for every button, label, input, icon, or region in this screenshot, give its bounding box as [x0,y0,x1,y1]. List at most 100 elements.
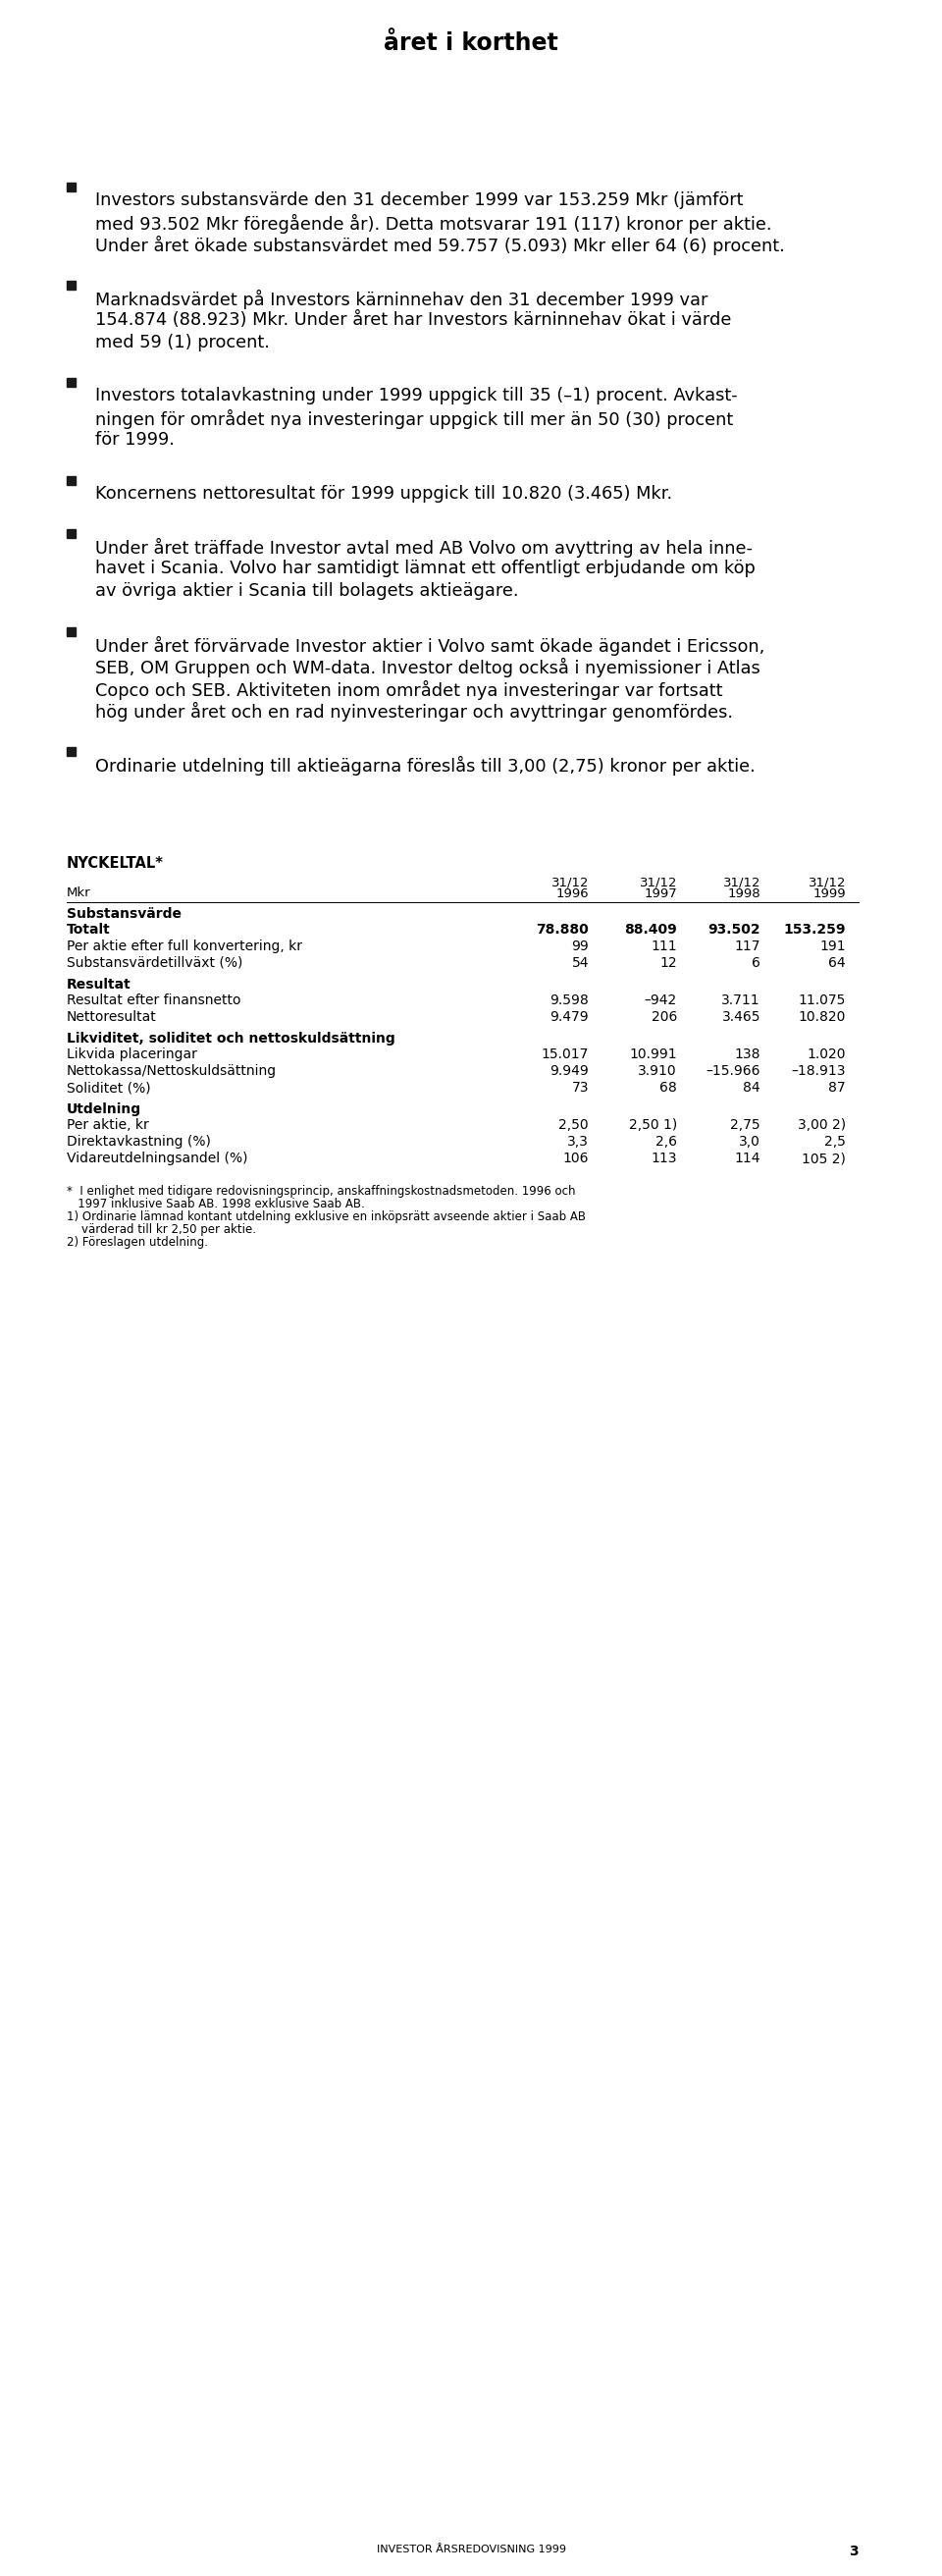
Text: 73: 73 [572,1082,589,1095]
Text: Substansvärde: Substansvärde [67,907,182,920]
Text: 105 2): 105 2) [802,1151,846,1164]
Text: 3.465: 3.465 [722,1010,760,1023]
Text: 153.259: 153.259 [784,922,846,938]
Bar [67,531,75,538]
Text: Vidareutdelningsandel (%): Vidareutdelningsandel (%) [67,1151,248,1164]
Text: 2,75: 2,75 [730,1118,760,1131]
Text: 2,50: 2,50 [559,1118,589,1131]
Text: 31/12: 31/12 [808,876,846,889]
Text: Marknadsvärdet på Investors kärninnehav den 31 december 1999 var: Marknadsvärdet på Investors kärninnehav … [95,289,707,309]
Text: 31/12: 31/12 [640,876,677,889]
Text: med 59 (1) procent.: med 59 (1) procent. [95,332,269,350]
Text: 11.075: 11.075 [799,994,846,1007]
Text: Nettoresultat: Nettoresultat [67,1010,156,1023]
Text: NYCKELTAL*: NYCKELTAL* [67,855,164,871]
Text: Resultat: Resultat [67,979,131,992]
Bar [67,629,75,636]
Text: 154.874 (88.923) Mkr. Under året har Investors kärninnehav ökat i värde: 154.874 (88.923) Mkr. Under året har Inv… [95,312,731,330]
Text: Mkr: Mkr [67,886,90,899]
Text: Resultat efter finansnetto: Resultat efter finansnetto [67,994,241,1007]
Text: ningen för området nya investeringar uppgick till mer än 50 (30) procent: ningen för området nya investeringar upp… [95,410,733,428]
Bar [67,477,75,484]
Text: 113: 113 [651,1151,677,1164]
Text: 9.949: 9.949 [550,1064,589,1077]
Text: 93.502: 93.502 [707,922,760,938]
Text: 31/12: 31/12 [723,876,760,889]
Text: Under året förvärvade Investor aktier i Volvo samt ökade ägandet i Ericsson,: Under året förvärvade Investor aktier i … [95,636,765,654]
Text: 12: 12 [659,956,677,971]
Bar [67,747,75,755]
Text: 2,50 1): 2,50 1) [628,1118,677,1131]
Text: 88.409: 88.409 [625,922,677,938]
Text: 1) Ordinarie lämnad kontant utdelning exklusive en inköpsrätt avseende aktier i : 1) Ordinarie lämnad kontant utdelning ex… [67,1211,586,1224]
Text: 117: 117 [735,940,760,953]
Text: 54: 54 [572,956,589,971]
Text: Koncernens nettoresultat för 1999 uppgick till 10.820 (3.465) Mkr.: Koncernens nettoresultat för 1999 uppgic… [95,484,673,502]
Text: året i korthet: året i korthet [383,31,559,54]
Text: Totalt: Totalt [67,922,110,938]
Text: 191: 191 [820,940,846,953]
Text: 206: 206 [651,1010,677,1023]
Text: Soliditet (%): Soliditet (%) [67,1082,151,1095]
Text: 99: 99 [572,940,589,953]
Text: Likviditet, soliditet och nettoskuldsättning: Likviditet, soliditet och nettoskuldsätt… [67,1033,396,1046]
Text: av övriga aktier i Scania till bolagets aktieägare.: av övriga aktier i Scania till bolagets … [95,582,519,600]
Text: hög under året och en rad nyinvesteringar och avyttringar genomfördes.: hög under året och en rad nyinvesteringa… [95,701,733,721]
Text: Substansvärdetillväxt (%): Substansvärdetillväxt (%) [67,956,243,971]
Text: 1997: 1997 [644,889,677,899]
Text: 15.017: 15.017 [542,1048,589,1061]
Bar [67,281,75,289]
Text: Utdelning: Utdelning [67,1103,141,1115]
Text: –18.913: –18.913 [791,1064,846,1077]
Text: 9.598: 9.598 [550,994,589,1007]
Text: Ordinarie utdelning till aktieägarna föreslås till 3,00 (2,75) kronor per aktie.: Ordinarie utdelning till aktieägarna för… [95,755,755,775]
Text: Investors substansvärde den 31 december 1999 var 153.259 Mkr (jämfört: Investors substansvärde den 31 december … [95,191,743,209]
Text: Copco och SEB. Aktiviteten inom området nya investeringar var fortsatt: Copco och SEB. Aktiviteten inom området … [95,680,723,701]
Text: Direktavkastning (%): Direktavkastning (%) [67,1136,211,1149]
Text: 3.910: 3.910 [638,1064,677,1077]
Text: 1998: 1998 [727,889,760,899]
Bar [67,379,75,386]
Text: 3.711: 3.711 [722,994,760,1007]
Text: 1.020: 1.020 [807,1048,846,1061]
Text: 2,6: 2,6 [656,1136,677,1149]
Text: –15.966: –15.966 [706,1064,760,1077]
Text: 6: 6 [752,956,760,971]
Text: 114: 114 [735,1151,760,1164]
Text: 9.479: 9.479 [550,1010,589,1023]
Text: 84: 84 [743,1082,760,1095]
Text: 1997 inklusive Saab AB. 1998 exklusive Saab AB.: 1997 inklusive Saab AB. 1998 exklusive S… [67,1198,365,1211]
Text: 1999: 1999 [813,889,846,899]
Text: 3,00 2): 3,00 2) [798,1118,846,1131]
Text: med 93.502 Mkr föregående år). Detta motsvarar 191 (117) kronor per aktie.: med 93.502 Mkr föregående år). Detta mot… [95,214,771,234]
Bar [67,183,75,191]
Text: 138: 138 [735,1048,760,1061]
Text: Under året träffade Investor avtal med AB Volvo om avyttring av hela inne-: Under året träffade Investor avtal med A… [95,538,753,556]
Text: värderad till kr 2,50 per aktie.: värderad till kr 2,50 per aktie. [67,1224,256,1236]
Text: INVESTOR ÅRSREDOVISNING 1999: INVESTOR ÅRSREDOVISNING 1999 [376,2545,566,2555]
Text: 3,0: 3,0 [739,1136,760,1149]
Text: 68: 68 [659,1082,677,1095]
Text: 31/12: 31/12 [551,876,589,889]
Text: 10.991: 10.991 [629,1048,677,1061]
Text: havet i Scania. Volvo har samtidigt lämnat ett offentligt erbjudande om köp: havet i Scania. Volvo har samtidigt lämn… [95,559,755,577]
Text: 3,3: 3,3 [567,1136,589,1149]
Text: 111: 111 [651,940,677,953]
Text: 78.880: 78.880 [536,922,589,938]
Text: 3: 3 [849,2545,858,2558]
Text: 10.820: 10.820 [799,1010,846,1023]
Text: Per aktie efter full konvertering, kr: Per aktie efter full konvertering, kr [67,940,302,953]
Text: Nettokassa/Nettoskuldsättning: Nettokassa/Nettoskuldsättning [67,1064,277,1077]
Text: Under året ökade substansvärdet med 59.757 (5.093) Mkr eller 64 (6) procent.: Under året ökade substansvärdet med 59.7… [95,234,785,255]
Text: Investors totalavkastning under 1999 uppgick till 35 (–1) procent. Avkast-: Investors totalavkastning under 1999 upp… [95,386,738,404]
Text: 106: 106 [562,1151,589,1164]
Text: 64: 64 [829,956,846,971]
Text: 2,5: 2,5 [824,1136,846,1149]
Text: SEB, OM Gruppen och WM-data. Investor deltog också i nyemissioner i Atlas: SEB, OM Gruppen och WM-data. Investor de… [95,657,760,677]
Text: för 1999.: för 1999. [95,430,174,448]
Text: 1996: 1996 [556,889,589,899]
Text: –942: –942 [644,994,677,1007]
Text: 87: 87 [829,1082,846,1095]
Text: *  I enlighet med tidigare redovisningsprincip, anskaffningskostnadsmetoden. 199: * I enlighet med tidigare redovisningspr… [67,1185,576,1198]
Text: Per aktie, kr: Per aktie, kr [67,1118,149,1131]
